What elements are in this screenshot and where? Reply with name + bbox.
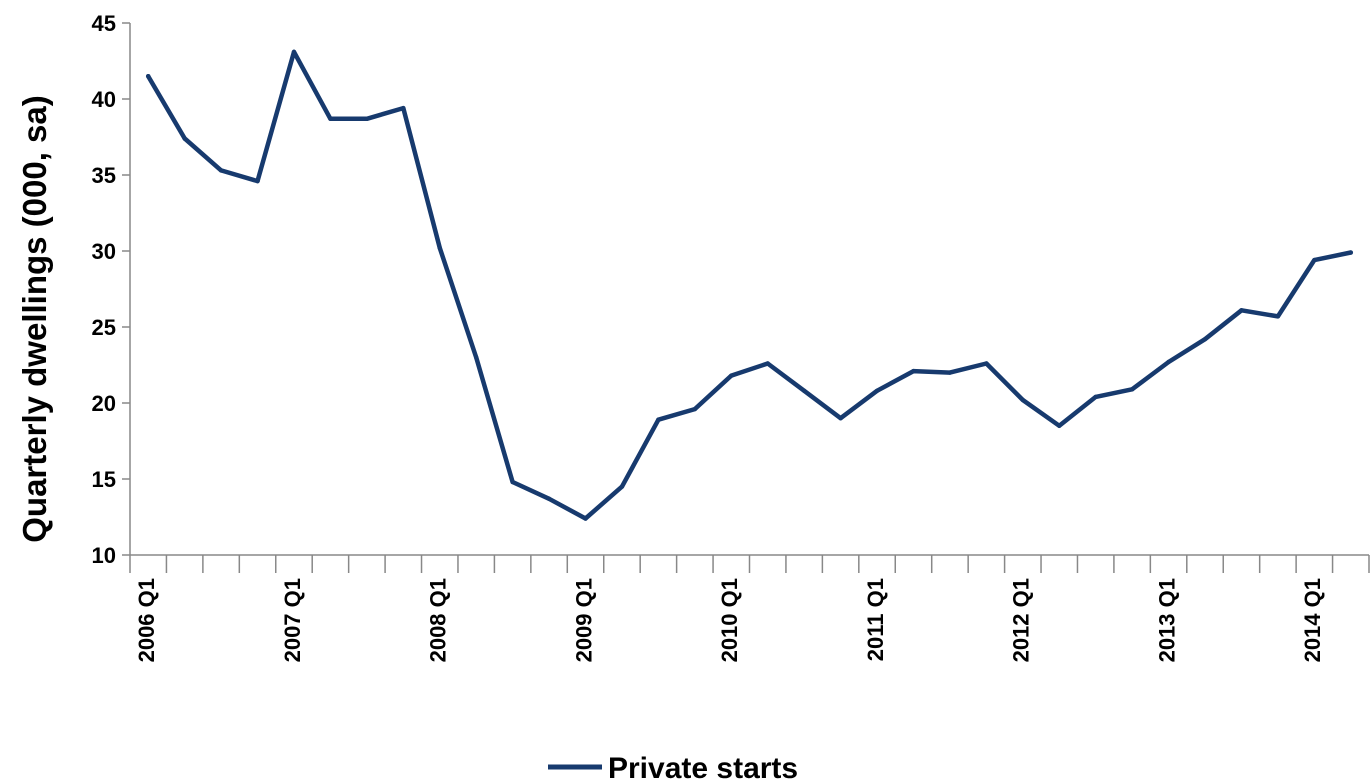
data-point (182, 136, 187, 141)
data-point (401, 105, 406, 111)
data-point (1202, 336, 1208, 342)
y-axis-title: Quarterly dwellings (000, sa) (16, 95, 53, 543)
data-point (1020, 397, 1026, 403)
data-point (218, 168, 224, 173)
data-point (947, 370, 953, 375)
x-axis: 2006 Q1 2007 Q1 2008 Q1 2009 Q1 2010 Q1 2011 … (129, 554, 1370, 662)
x-tick-label: 2013 Q1 (1154, 578, 1179, 662)
data-point (1348, 250, 1353, 255)
data-point (255, 178, 260, 184)
series-line-private-starts (145, 49, 1354, 521)
data-point (656, 417, 661, 422)
legend-label-private-starts: Private starts (608, 752, 798, 781)
x-tick-label: 2007 Q1 (280, 578, 305, 662)
data-point (1057, 423, 1062, 428)
x-tick-label: 2009 Q1 (571, 578, 596, 662)
y-tick-label: 25 (92, 315, 116, 340)
x-tick-label: 2012 Q1 (1009, 578, 1034, 662)
data-point (510, 479, 515, 485)
data-point (838, 416, 843, 421)
x-tick-label: 2006 Q1 (134, 578, 159, 662)
data-point (291, 49, 297, 55)
data-point (1129, 387, 1135, 392)
data-point (1275, 314, 1281, 319)
data-point (1093, 394, 1098, 400)
data-point (984, 361, 989, 366)
y-tick-label: 20 (92, 391, 116, 416)
y-axis: 10 15 20 25 30 35 40 45 (92, 11, 131, 568)
data-point (473, 355, 479, 360)
data-point (692, 406, 698, 412)
data-point (546, 496, 552, 501)
x-tick-label: 2011 Q1 (863, 578, 888, 661)
legend: Private starts (548, 752, 798, 781)
data-point (729, 373, 734, 378)
data-point (765, 361, 770, 366)
data-point (619, 484, 625, 489)
y-tick-label: 30 (92, 239, 116, 264)
data-point (437, 245, 442, 251)
data-point (1239, 308, 1244, 313)
data-point (364, 116, 370, 121)
y-tick-label: 10 (92, 543, 116, 568)
data-point (874, 388, 880, 394)
data-point (146, 74, 151, 79)
y-tick-label: 45 (92, 11, 116, 36)
y-tick-label: 15 (92, 467, 116, 492)
data-point (583, 516, 588, 521)
y-tick-label: 40 (92, 87, 116, 112)
data-point (328, 116, 333, 121)
y-tick-label: 35 (92, 163, 116, 188)
data-point (1312, 257, 1317, 263)
x-tick-label: 2014 Q1 (1300, 578, 1325, 662)
x-tick-label: 2008 Q1 (426, 578, 451, 662)
series-group (145, 49, 1354, 521)
x-tick-label: 2010 Q1 (717, 578, 742, 662)
data-point (911, 368, 916, 374)
data-point (1166, 359, 1171, 365)
data-point (801, 388, 807, 394)
